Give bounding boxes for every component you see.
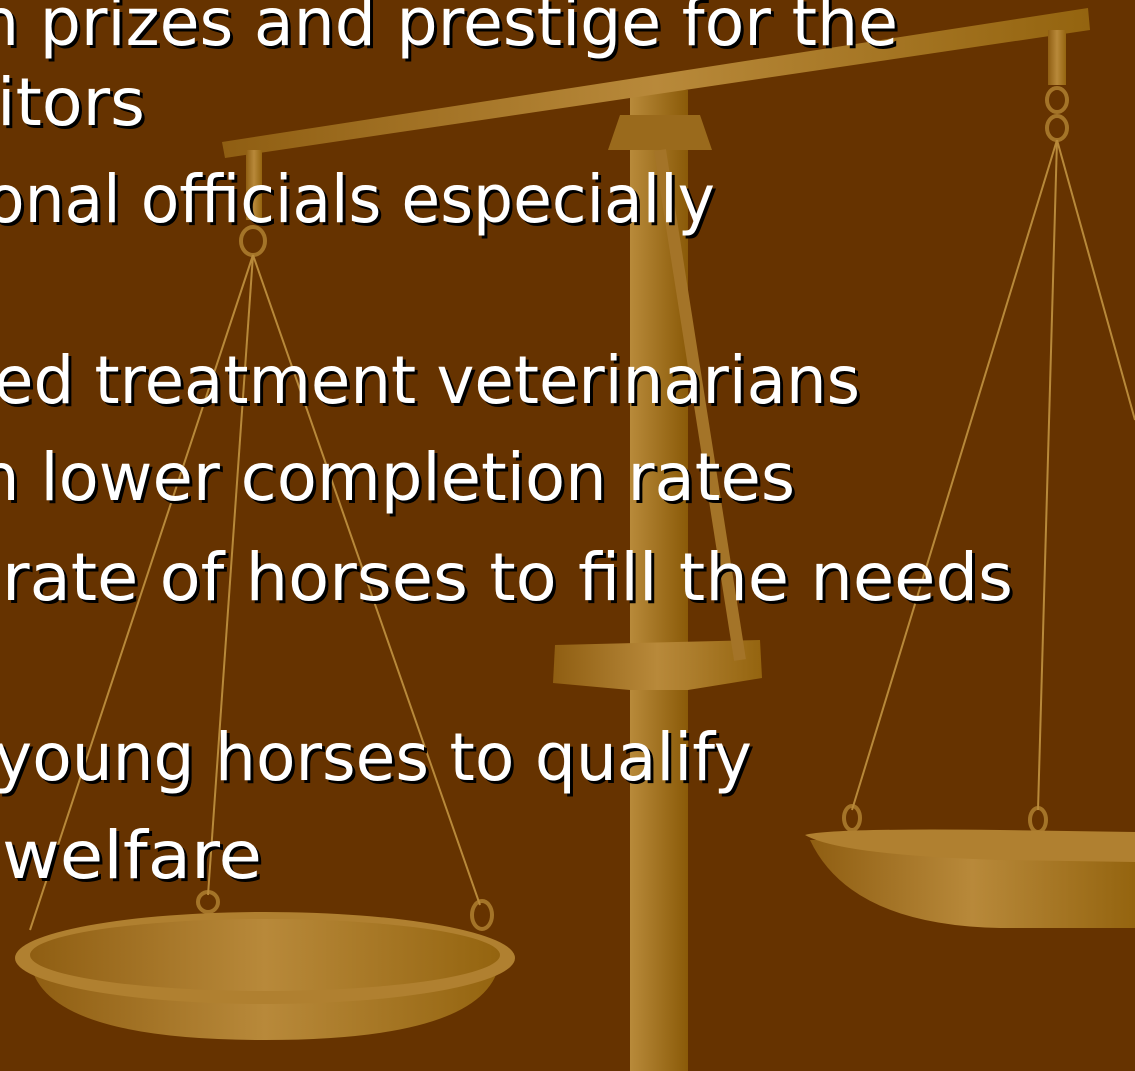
bullet-text: ed treatment veterinarians: [0, 342, 860, 419]
bullet-text: itors: [0, 64, 145, 141]
bullet-text: onal officials especially: [0, 161, 715, 238]
bullet-text: welfare: [2, 817, 262, 894]
bullet-text: rate of horses to fill the needs: [2, 539, 1013, 616]
bullet-text: n lower completion rates: [0, 439, 795, 516]
slide: n prizes and prestige for then prizes an…: [0, 0, 1135, 1071]
bullet-text: n prizes and prestige for the: [0, 0, 898, 61]
bullet-text: young horses to qualify: [0, 719, 752, 796]
